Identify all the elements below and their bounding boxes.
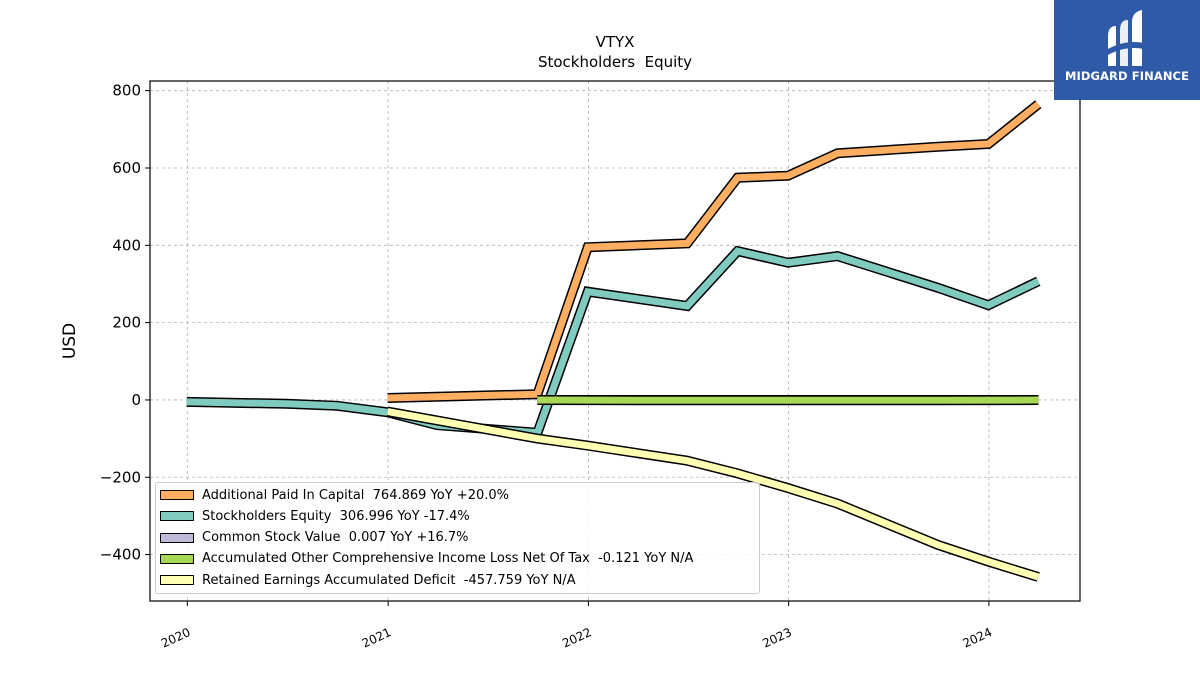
legend-swatch xyxy=(160,490,194,500)
legend-item: Retained Earnings Accumulated Deficit -4… xyxy=(160,571,576,589)
legend: Additional Paid In Capital 764.869 YoY +… xyxy=(155,482,760,594)
x-tick-label: 2024 xyxy=(961,625,995,651)
y-tick-label: 400 xyxy=(112,236,141,254)
legend-item: Additional Paid In Capital 764.869 YoY +… xyxy=(160,486,509,504)
legend-item: Stockholders Equity 306.996 YoY -17.4% xyxy=(160,507,470,525)
series-line-0 xyxy=(387,101,1041,402)
series-line-1 xyxy=(186,247,1040,437)
plot-frame xyxy=(149,80,1081,602)
logo-text: MIDGARD FINANCE xyxy=(1064,69,1190,83)
x-tick-label: 2023 xyxy=(760,625,794,651)
series-layer xyxy=(186,100,1042,582)
y-tick-label: 600 xyxy=(112,159,141,177)
legend-label: Stockholders Equity 306.996 YoY -17.4% xyxy=(202,508,470,524)
chart-title: VTYX xyxy=(596,33,635,51)
y-tick-label: −400 xyxy=(100,546,141,564)
legend-swatch xyxy=(160,553,194,564)
y-tick-label: 0 xyxy=(131,391,141,409)
legend-item: Accumulated Other Comprehensive Income L… xyxy=(160,550,693,568)
legend-label: Additional Paid In Capital 764.869 YoY +… xyxy=(202,487,509,503)
legend-item: Common Stock Value 0.007 YoY +16.7% xyxy=(160,529,469,547)
y-tick-label: −200 xyxy=(100,468,141,486)
legend-label: Accumulated Other Comprehensive Income L… xyxy=(202,551,694,567)
legend-label: Common Stock Value 0.007 YoY +16.7% xyxy=(202,530,469,546)
x-tick-label: 2021 xyxy=(360,625,394,651)
x-tick-label: 2020 xyxy=(159,625,193,651)
legend-swatch xyxy=(160,532,194,543)
legend-label: Retained Earnings Accumulated Deficit -4… xyxy=(202,572,576,588)
series-line-4 xyxy=(386,408,1040,581)
legend-swatch xyxy=(160,575,194,586)
axis-ticks: −400 −200 0 200 400 600 800 2020 2021 2022 2023 202… xyxy=(100,82,994,651)
logo-mark-icon xyxy=(1106,10,1148,66)
legend-swatch xyxy=(160,511,194,522)
y-tick-label: 200 xyxy=(112,314,141,332)
midgard-finance-logo: MIDGARD FINANCE xyxy=(1054,0,1200,100)
y-tick-label: 800 xyxy=(112,82,141,100)
y-axis-label: USD xyxy=(60,323,80,359)
chart-subtitle: Stockholders Equity xyxy=(538,53,692,71)
x-tick-label: 2022 xyxy=(560,625,594,651)
